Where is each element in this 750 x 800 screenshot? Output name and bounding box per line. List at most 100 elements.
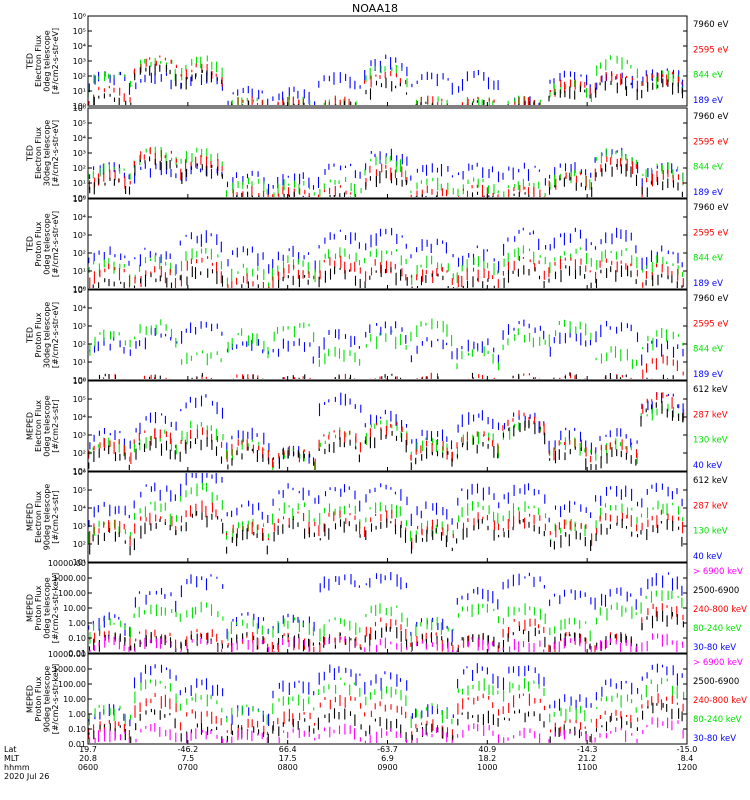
panel-ted-e-0: 10⁶ 10⁵ 10⁴ 10³ 10² 10¹ 10⁰ TED Electron Flux 0de… (25, 12, 728, 111)
y-tick-label: 1000.00 (53, 665, 86, 674)
legend-entry: 844 eV (693, 71, 723, 81)
legend-entry: 30-80 keV (693, 734, 736, 744)
y-tick-label: 10⁵ (73, 195, 86, 204)
series-2500-6900 (88, 610, 684, 652)
legend-entry: 40 keV (693, 461, 722, 471)
panel-frame (87, 471, 688, 563)
y-tick-label: 10⁵ (73, 395, 86, 404)
y-tick-label: 10⁴ (73, 213, 86, 222)
y-tick-label: 10⁵ (73, 286, 86, 295)
series-189-ev (89, 319, 684, 366)
footer-hhmm: 0700 (178, 763, 198, 772)
y-label-line: 0deg telescope (42, 30, 51, 91)
footer-mlt: 6.9 (381, 754, 394, 763)
y-tick-label: 10¹ (73, 358, 86, 367)
legend-entry: 189 eV (693, 96, 723, 106)
panel-meped-e-0: 10⁶ 10⁵ 10⁴ 10³ 10² 10¹ MEPED Electron Flux 0deg… (25, 377, 728, 476)
series-240-800-kev (88, 693, 684, 743)
series-7960-ev (98, 372, 674, 379)
series-7960-ev (89, 156, 683, 197)
legend-entry: 189 eV (693, 188, 723, 198)
y-tick-label: 0.01 (68, 649, 86, 658)
y-tick-label: 10³ (73, 231, 86, 240)
y-label-line: MEPED (25, 594, 34, 622)
y-tick-label: 10³ (73, 431, 86, 440)
footer-hhmm: 0800 (277, 763, 297, 772)
y-label-line: MEPED (25, 685, 34, 713)
y-tick-label: 10⁴ (73, 504, 86, 513)
y-tick-label: 10³ (73, 57, 86, 66)
legend-entry: 287 keV (693, 501, 728, 511)
series-287-kev (89, 500, 684, 550)
y-label-line: Electron Flux (34, 400, 43, 452)
legend-entry: 2595 eV (693, 45, 729, 55)
panel-ted-p-30: 10⁵ 10⁴ 10³ 10² 10¹ 10⁰ TED Proton Flux 30deg te… (25, 286, 728, 385)
y-tick-label: 10⁵ (73, 119, 86, 128)
panel-frame (87, 107, 688, 199)
series-189-ev (88, 227, 683, 275)
legend-entry: 30-80 keV (693, 643, 736, 653)
series-7960-ev (92, 264, 683, 288)
y-label-line: [#/cm2-s-str-eV] (51, 211, 60, 277)
series-130-kev (88, 482, 684, 544)
y-tick-label: 10³ (73, 522, 86, 531)
y-tick-label: 10¹ (73, 267, 86, 276)
y-tick-label: 10² (73, 164, 86, 173)
footer-row-label: Lat (4, 745, 17, 754)
y-label-line: Electron Flux (34, 35, 43, 87)
y-tick-label: 0.10 (68, 725, 86, 734)
series-844-ev (88, 245, 684, 288)
series-287-kev (88, 392, 685, 470)
series-612-kev (89, 511, 683, 556)
y-label-line: 30deg telescope (42, 120, 51, 187)
y-label-line: Electron Flux (34, 491, 43, 543)
y-label-line: MEPED (25, 503, 34, 531)
legend-entry: 130 keV (693, 436, 728, 446)
y-tick-label: 1.00 (68, 710, 86, 719)
chart-title: NOAA18 (352, 2, 398, 15)
y-tick-label: 10⁰ (73, 376, 86, 385)
y-tick-label: 10⁰ (73, 285, 86, 294)
footer-lat: -14.3 (577, 745, 598, 754)
y-tick-label: 10¹ (73, 558, 86, 567)
series-2595-ev (89, 255, 684, 288)
panel-meped-e-90: 10⁶ 10⁵ 10⁴ 10³ 10² 10¹ MEPED Electron Flux 90de… (25, 468, 728, 567)
y-axis-label: MEPED Proton Flux 90deg telescope [#/cm2-s-… (25, 664, 60, 735)
y-tick-label: 10000.00 (48, 650, 86, 659)
footer-hhmm: 0900 (377, 763, 397, 772)
footer-lat: 40.9 (478, 745, 496, 754)
y-tick-label: 10² (73, 540, 86, 549)
series-2595-ev (103, 354, 684, 379)
y-tick-label: 100.00 (58, 680, 86, 689)
y-tick-label: 10³ (73, 322, 86, 331)
legend-entry: 189 eV (693, 370, 723, 380)
y-label-line: 0deg telescope (42, 213, 51, 274)
y-label-line: Proton Flux (34, 221, 43, 266)
y-label-line: MEPED (25, 412, 34, 440)
series-844-ev (89, 318, 684, 371)
legend-entry: 7960 eV (693, 294, 729, 304)
footer-mlt: 7.5 (181, 754, 194, 763)
series-80-240-kev (88, 677, 685, 728)
y-label-line: TED (25, 327, 34, 344)
y-tick-label: 1.00 (68, 619, 86, 628)
legend-entry: 240-800 keV (693, 696, 747, 706)
y-axis-label: TED Proton Flux 30deg telescope [#/cm2-s-st… (25, 302, 60, 369)
footer-row-label: 2020 Jul 26 (4, 772, 49, 781)
legend-entry: 844 eV (693, 254, 723, 264)
y-tick-label: 10⁰ (73, 102, 86, 111)
y-tick-label: 10⁴ (73, 134, 86, 143)
legend-entry: 130 keV (693, 527, 728, 537)
panel-frame (87, 289, 688, 381)
legend-entry: 844 eV (693, 163, 723, 173)
y-tick-label: 10¹ (73, 87, 86, 96)
footer-mlt: 20.8 (79, 754, 97, 763)
panel-frame (87, 653, 688, 745)
y-tick-label: 10⁰ (73, 194, 86, 203)
y-axis-label: TED Electron Flux 30deg telescope [#/cm2-s-… (25, 120, 60, 187)
legend-entry: 2595 eV (693, 228, 729, 238)
y-label-line: Proton Flux (34, 585, 43, 630)
y-label-line: Proton Flux (34, 676, 43, 721)
y-tick-label: 10² (73, 249, 86, 258)
